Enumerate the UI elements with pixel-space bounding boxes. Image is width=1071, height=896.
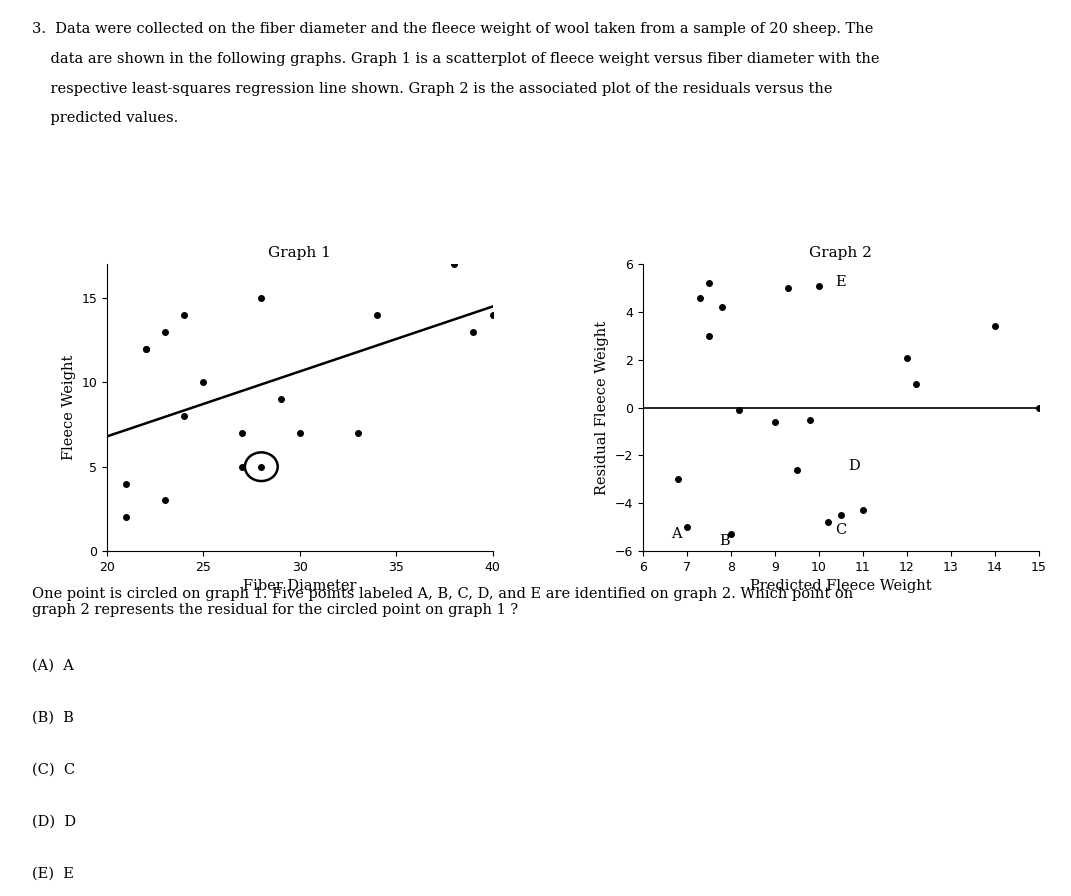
Text: (E)  E: (E) E	[32, 866, 74, 881]
Y-axis label: Fleece Weight: Fleece Weight	[62, 355, 76, 461]
Text: 3.  Data were collected on the fiber diameter and the fleece weight of wool take: 3. Data were collected on the fiber diam…	[32, 22, 874, 37]
Y-axis label: Residual Fleece Weight: Residual Fleece Weight	[595, 321, 609, 495]
Text: (B)  B: (B) B	[32, 711, 74, 725]
Text: C: C	[835, 522, 847, 537]
Text: predicted values.: predicted values.	[32, 111, 179, 125]
Text: (D)  D: (D) D	[32, 814, 76, 829]
X-axis label: Fiber Diameter: Fiber Diameter	[243, 580, 357, 593]
Text: respective least-squares regression line shown. Graph 2 is the associated plot o: respective least-squares regression line…	[32, 82, 832, 96]
Text: A: A	[672, 528, 682, 541]
Text: One point is circled on graph 1. Five points labeled A, B, C, D, and E are ident: One point is circled on graph 1. Five po…	[32, 587, 854, 617]
Text: D: D	[848, 460, 860, 473]
Title: Graph 2: Graph 2	[810, 246, 872, 261]
Text: data are shown in the following graphs. Graph 1 is a scatterplot of fleece weigh: data are shown in the following graphs. …	[32, 52, 879, 66]
X-axis label: Predicted Fleece Weight: Predicted Fleece Weight	[750, 580, 932, 593]
Text: (A)  A: (A) A	[32, 659, 74, 673]
Text: (C)  C: (C) C	[32, 762, 75, 777]
Text: B: B	[720, 535, 730, 548]
Title: Graph 1: Graph 1	[269, 246, 331, 261]
Text: E: E	[835, 275, 846, 289]
